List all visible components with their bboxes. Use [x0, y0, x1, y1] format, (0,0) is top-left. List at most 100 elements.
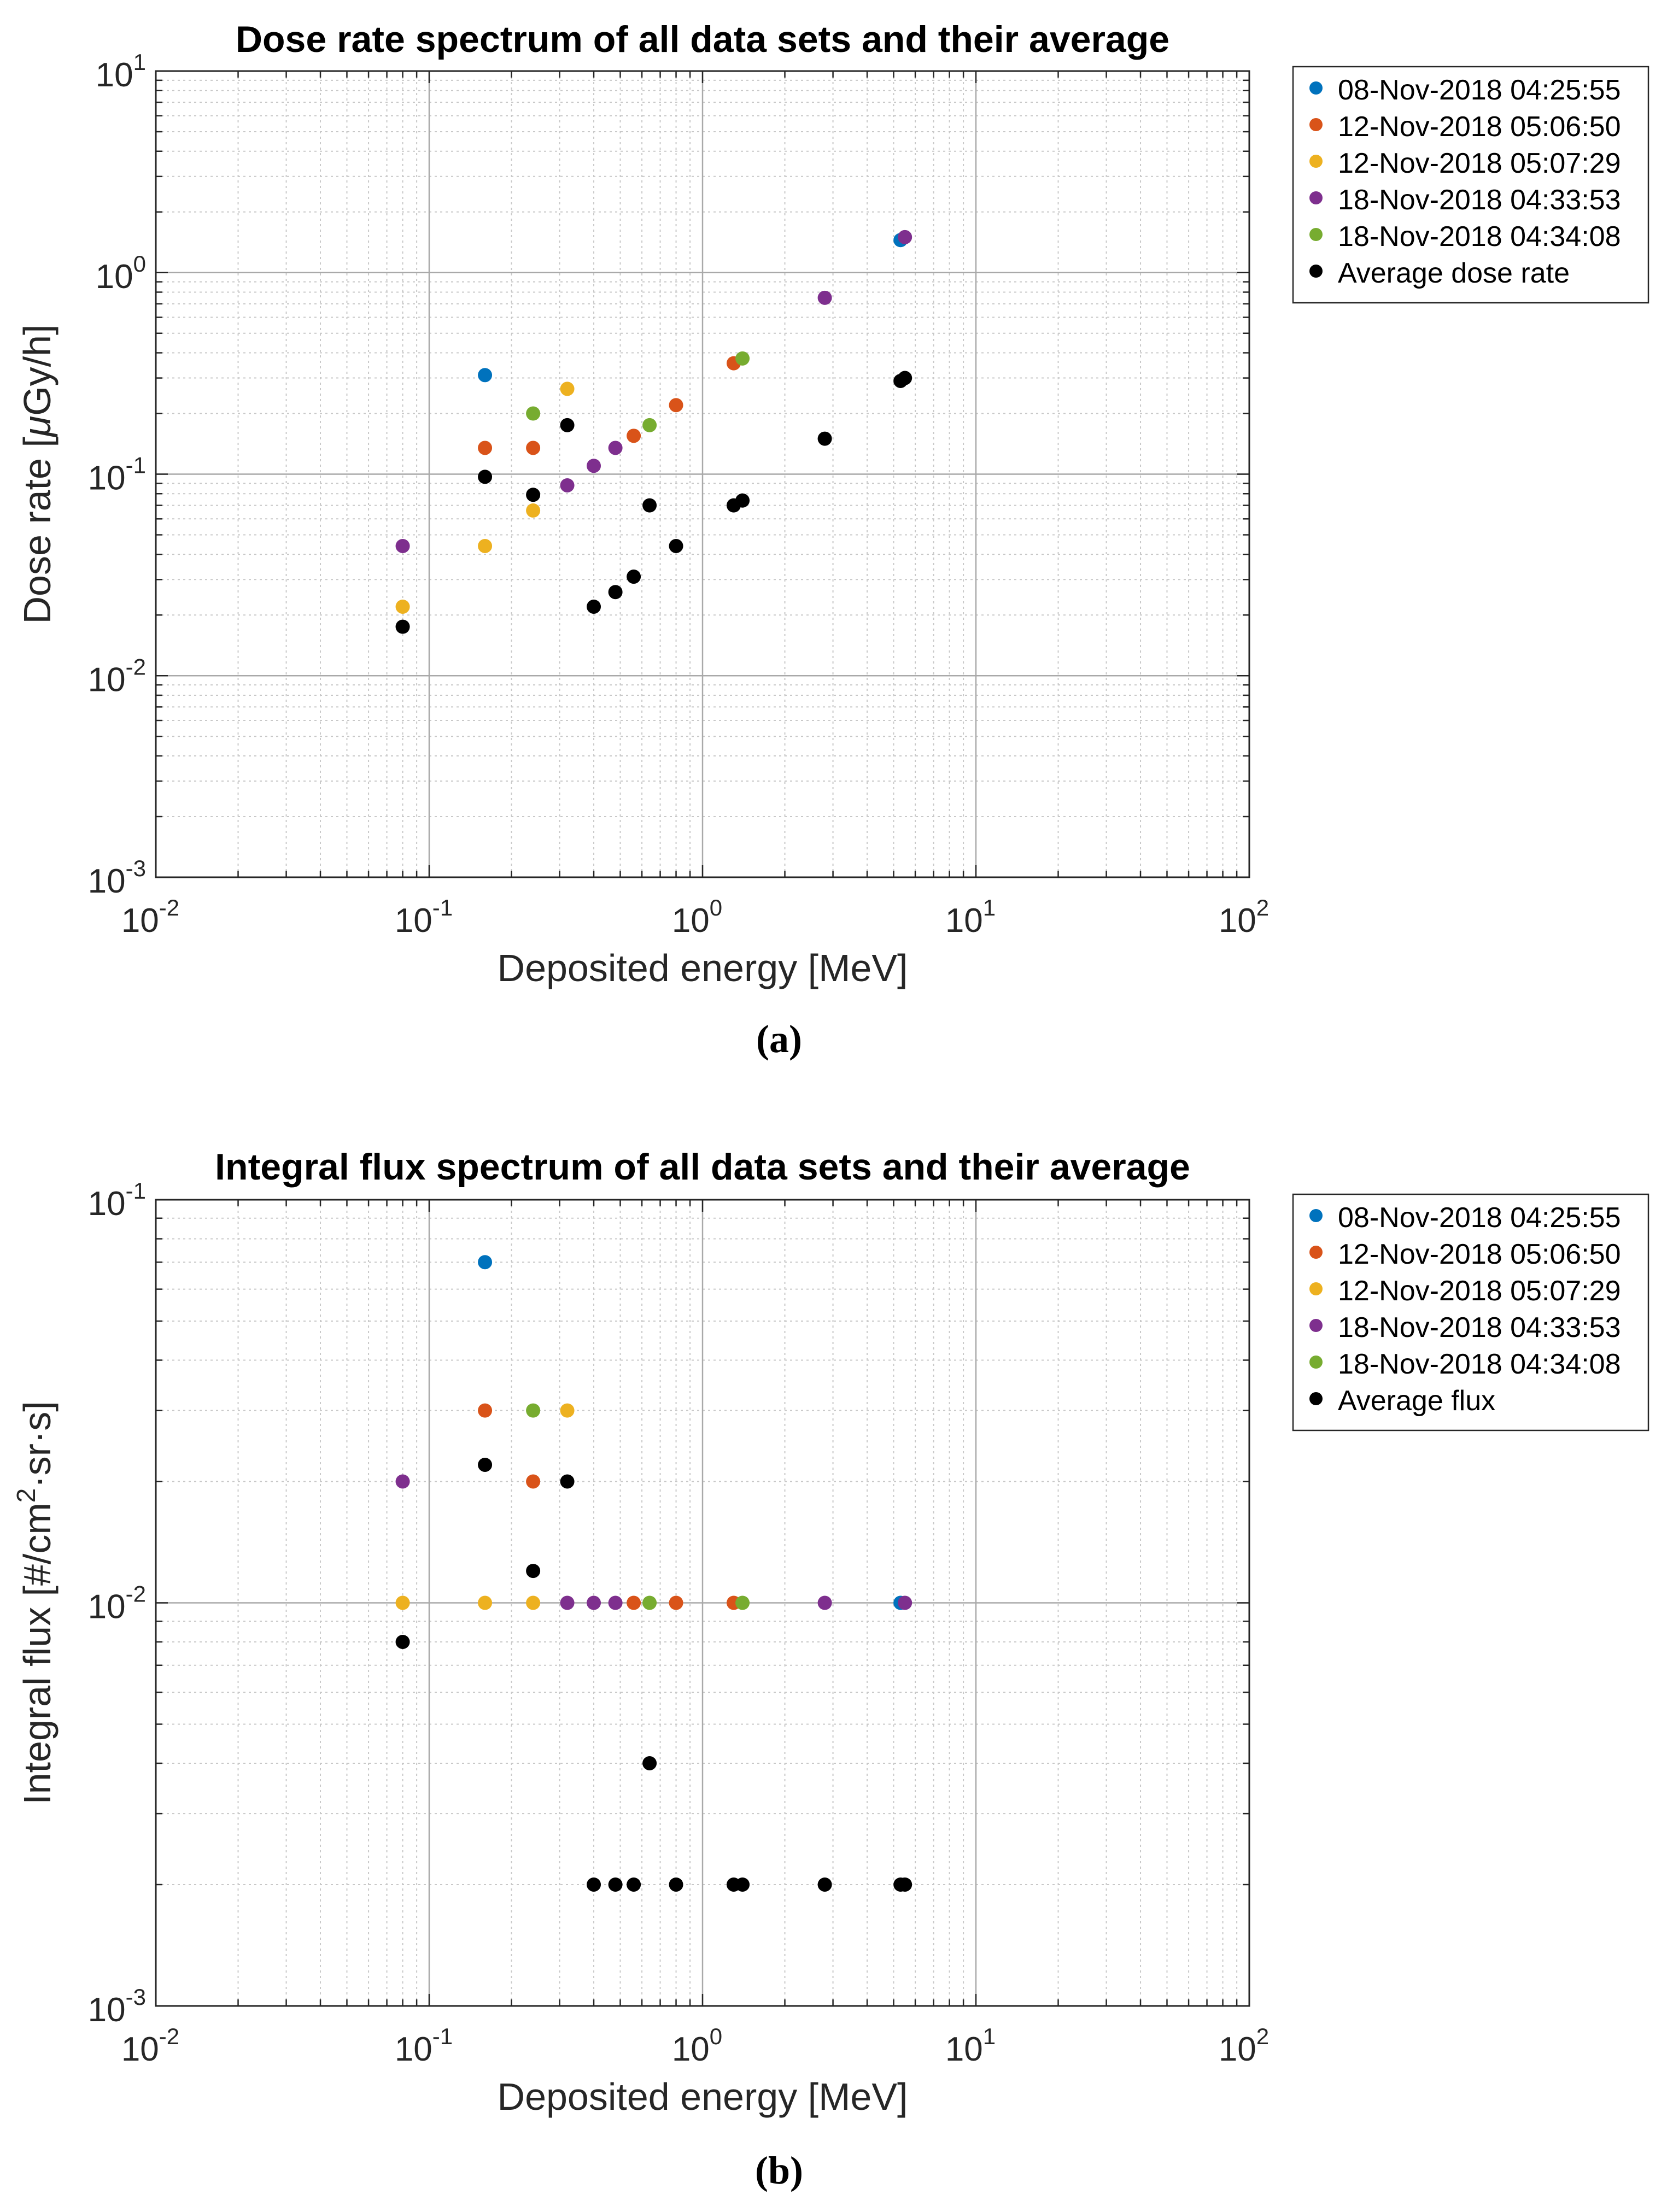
panel-label: (a)	[756, 1017, 802, 1061]
legend-marker	[1309, 1209, 1323, 1222]
y-axis-label-superscript: 2	[12, 1488, 41, 1503]
tick-marks	[155, 1199, 1250, 2007]
panel-label: (b)	[755, 2149, 803, 2192]
series-4	[526, 1403, 750, 1610]
data-point	[560, 1403, 575, 1418]
x-axis-label: Deposited energy [MeV]	[498, 947, 908, 989]
x-axis-label: Deposited energy [MeV]	[498, 2075, 908, 2118]
y-tick-label-base: 10	[88, 661, 126, 699]
legend-label: 12-Nov-2018 05:06:50	[1338, 1239, 1621, 1270]
chart-dose-rate: 10-2 10-1 100 101 10210-310-210-1100101Dose …	[16, 19, 1649, 1061]
x-tick-label-base: 10	[121, 2031, 159, 2068]
x-tick-label-exponent: 0	[710, 895, 722, 920]
legend-label: 12-Nov-2018 05:07:29	[1338, 148, 1621, 179]
data-point	[817, 1877, 832, 1892]
data-point	[642, 1756, 657, 1770]
x-tick-label-exponent: -2	[159, 2023, 179, 2049]
data-point	[669, 1877, 683, 1892]
series-5	[395, 371, 912, 634]
legend-label: Average flux	[1338, 1385, 1495, 1417]
data-point	[587, 599, 601, 614]
legend-marker	[1309, 191, 1323, 204]
data-point	[478, 1255, 493, 1270]
data-point	[478, 1403, 493, 1418]
x-tick-label-exponent: 0	[710, 2023, 722, 2049]
data-point	[478, 368, 493, 383]
data-point	[526, 441, 541, 455]
y-tick-label-exponent: 1	[133, 49, 146, 75]
data-point	[898, 1877, 912, 1892]
y-axis-label: Integral flux [#/cm2·sr·s]	[12, 1401, 59, 1805]
legend-marker	[1309, 1392, 1323, 1405]
data-point	[817, 1595, 832, 1610]
x-tick-label-exponent: -1	[432, 895, 453, 920]
data-point	[735, 351, 750, 366]
series-3	[395, 1474, 912, 1610]
data-point	[478, 441, 493, 455]
y-tick-label-exponent: -2	[126, 654, 146, 679]
y-axis-label-mu: μ	[16, 416, 59, 438]
x-tick-label-base: 10	[945, 902, 983, 940]
y-tick-label-exponent: -1	[126, 453, 146, 478]
y-tick-label-base: 10	[88, 1991, 126, 2029]
x-tick-label-base: 10	[121, 902, 159, 940]
chart-title: Dose rate spectrum of all data sets and …	[236, 19, 1169, 60]
y-tick-label: 10-2	[88, 1581, 146, 1626]
data-point	[669, 398, 683, 413]
legend-marker	[1309, 81, 1323, 95]
data-point	[526, 488, 541, 502]
x-tick-label: 10-2	[121, 2023, 179, 2068]
data-point	[898, 1595, 912, 1610]
x-tick-label: 102	[1219, 2023, 1269, 2068]
legend-marker	[1309, 155, 1323, 168]
x-tick-label-exponent: 1	[983, 895, 996, 920]
x-tick-label-base: 10	[672, 2031, 710, 2068]
data-point	[608, 585, 623, 600]
data-point	[669, 1595, 683, 1610]
tick-marks	[155, 70, 1250, 878]
y-tick-label: 100	[96, 251, 146, 296]
data-point	[526, 503, 541, 518]
legend: 08-Nov-2018 04:25:55 12-Nov-2018 05:06:50…	[1292, 1193, 1649, 1431]
x-tick-label: 10-1	[395, 895, 453, 940]
data-point	[395, 1595, 410, 1610]
data-point	[735, 493, 750, 508]
y-tick-label: 10-1	[88, 453, 146, 497]
data-point	[526, 1403, 541, 1418]
y-tick-label: 10-1	[88, 1178, 146, 1223]
data-point	[587, 1877, 601, 1892]
data-point	[395, 599, 410, 614]
x-tick-label-exponent: -1	[432, 2023, 453, 2049]
y-tick-label: 10-3	[88, 1984, 146, 2029]
data-point	[735, 1595, 750, 1610]
x-tick-label: 10-1	[395, 2023, 453, 2068]
data-point	[395, 1634, 410, 1649]
axes-box	[155, 70, 1250, 878]
x-tick-label: 100	[672, 2023, 722, 2068]
y-tick-label-base: 10	[96, 56, 133, 94]
x-tick-label-exponent: -2	[159, 895, 179, 920]
series-1	[478, 356, 741, 455]
data-point	[608, 1877, 623, 1892]
y-axis-label-suffix: Gy/h]	[16, 324, 59, 415]
x-tick-label-base: 10	[1219, 902, 1256, 940]
data-point	[526, 406, 541, 421]
x-tick-label: 10-2	[121, 895, 179, 940]
data-point	[642, 498, 657, 513]
legend-label: 08-Nov-2018 04:25:55	[1338, 74, 1621, 106]
data-point	[608, 441, 623, 455]
x-tick-label: 100	[672, 895, 722, 940]
data-point	[587, 1595, 601, 1610]
data-point	[608, 1595, 623, 1610]
data-point	[560, 478, 575, 492]
legend-marker	[1309, 1282, 1323, 1295]
y-tick-label: 101	[96, 49, 146, 94]
x-tick-label: 101	[945, 895, 996, 940]
y-tick-label: 10-2	[88, 654, 146, 699]
data-point	[642, 1595, 657, 1610]
y-tick-label-exponent: 0	[133, 251, 146, 277]
data-point	[478, 1595, 493, 1610]
legend-label: Average dose rate	[1338, 257, 1570, 289]
y-tick-label-base: 10	[88, 1185, 126, 1223]
